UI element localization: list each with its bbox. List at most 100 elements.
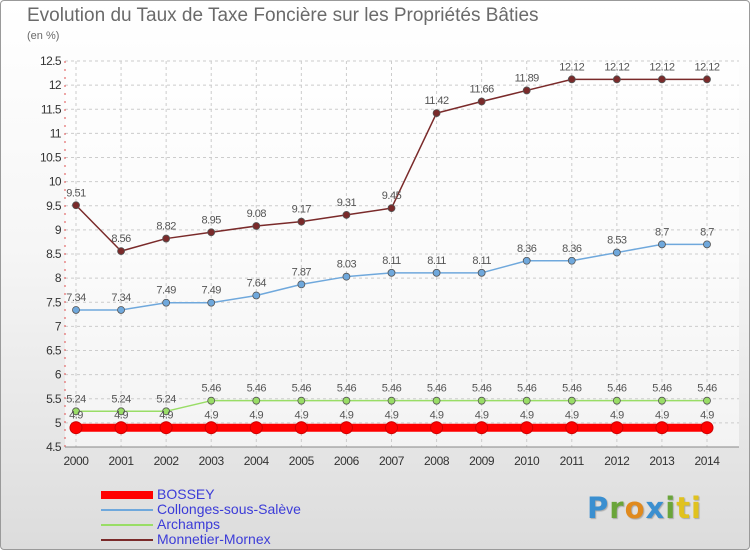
legend-label: Collonges-sous-Salève — [157, 501, 301, 517]
data-label: 5.24 — [111, 393, 131, 405]
data-point — [655, 421, 669, 435]
data-point — [703, 240, 711, 249]
data-point — [252, 291, 261, 300]
data-point — [567, 396, 576, 405]
data-label: 11.42 — [424, 95, 449, 107]
data-point — [432, 109, 441, 118]
x-tick-label: 2007 — [379, 454, 405, 468]
data-point — [294, 421, 308, 435]
logo-letter: i — [665, 491, 677, 525]
y-tick-label: 11.5 — [41, 102, 62, 116]
data-label: 8.03 — [337, 259, 357, 271]
data-point — [207, 228, 216, 237]
y-tick-label: 9 — [55, 223, 62, 237]
data-label: 4.9 — [430, 410, 444, 422]
data-label: 7.64 — [247, 277, 267, 289]
y-tick-label: 8 — [55, 271, 62, 285]
legend: BOSSEY Collonges-sous-Salève Archamps Monne… — [101, 487, 301, 547]
data-point — [385, 421, 398, 435]
data-point — [522, 256, 531, 265]
data-point — [342, 396, 351, 405]
data-label: 4.9 — [204, 410, 218, 422]
data-point — [207, 396, 216, 405]
x-tick-label: 2001 — [109, 454, 135, 468]
data-point — [520, 421, 534, 435]
y-tick-label: 10 — [49, 175, 62, 189]
data-label: 5.46 — [247, 383, 267, 395]
proxiti-logo: Proxiti — [587, 491, 702, 525]
data-point — [117, 407, 125, 416]
data-label: 9.51 — [66, 187, 86, 199]
data-point — [658, 396, 666, 405]
data-label: 12.12 — [559, 61, 584, 73]
legend-item: Archamps — [101, 517, 301, 532]
y-tick-label: 12 — [49, 78, 62, 92]
data-label: 4.9 — [475, 410, 489, 422]
data-point — [297, 280, 306, 289]
data-label: 11.66 — [470, 84, 495, 96]
data-label: 8.56 — [111, 233, 131, 245]
data-label: 7.34 — [111, 292, 131, 304]
x-tick-label: 2002 — [154, 454, 180, 468]
logo-letter: P — [587, 491, 610, 525]
data-label: 8.7 — [655, 226, 669, 238]
y-tick-label: 7.5 — [46, 295, 62, 309]
data-label: 12.12 — [604, 61, 629, 73]
data-label: 5.46 — [337, 383, 357, 395]
data-label: 5.46 — [472, 383, 492, 395]
data-point — [612, 396, 621, 405]
legend-item: Monnetier-Mornex — [101, 532, 301, 547]
y-tick-label: 9.5 — [46, 199, 62, 213]
data-point — [204, 421, 218, 435]
data-point — [475, 421, 489, 435]
data-label: 4.9 — [159, 410, 173, 422]
data-label: 4.9 — [114, 410, 128, 422]
data-label: 8.11 — [382, 255, 401, 267]
data-point — [522, 396, 531, 405]
data-point — [522, 86, 531, 95]
data-label: 8.95 — [202, 214, 222, 226]
data-label: 5.46 — [607, 383, 627, 395]
data-label: 7.87 — [292, 266, 312, 278]
data-point — [430, 421, 444, 435]
data-label: 4.9 — [294, 410, 308, 422]
y-tick-label: 4.5 — [46, 440, 62, 454]
x-tick-label: 2014 — [694, 454, 720, 468]
x-tick-label: 2009 — [469, 454, 495, 468]
data-label: 5.46 — [427, 383, 447, 395]
data-label: 9.31 — [337, 197, 357, 209]
data-point — [612, 248, 621, 257]
legend-swatch — [101, 523, 153, 526]
data-label: 4.9 — [385, 410, 399, 422]
data-point — [339, 421, 353, 435]
data-point — [69, 421, 83, 435]
data-point — [432, 396, 441, 405]
data-label: 8.11 — [472, 255, 491, 267]
x-tick-label: 2004 — [244, 454, 270, 468]
data-point — [387, 396, 396, 405]
data-label: 12.12 — [694, 61, 719, 73]
legend-label: Monnetier-Mornex — [157, 531, 271, 547]
data-point — [432, 268, 441, 277]
data-label: 8.11 — [427, 255, 446, 267]
data-point — [703, 396, 711, 405]
data-label: 7.49 — [156, 285, 176, 297]
data-label: 5.46 — [517, 383, 537, 395]
y-tick-label: 11 — [50, 126, 62, 140]
data-label: 5.46 — [562, 383, 582, 395]
data-point — [342, 272, 351, 281]
data-point — [72, 407, 80, 416]
data-point — [207, 298, 216, 307]
y-tick-label: 6.5 — [46, 344, 62, 358]
x-tick-label: 2006 — [334, 454, 360, 468]
data-point — [610, 421, 624, 435]
data-label: 8.53 — [607, 235, 627, 247]
legend-swatch — [101, 538, 153, 541]
x-tick-label: 2011 — [560, 454, 585, 468]
data-label: 4.9 — [340, 410, 354, 422]
x-tick-label: 2005 — [289, 454, 315, 468]
y-tick-label: 8.5 — [46, 247, 62, 261]
data-point — [387, 268, 396, 277]
data-label: 9.08 — [247, 208, 267, 220]
